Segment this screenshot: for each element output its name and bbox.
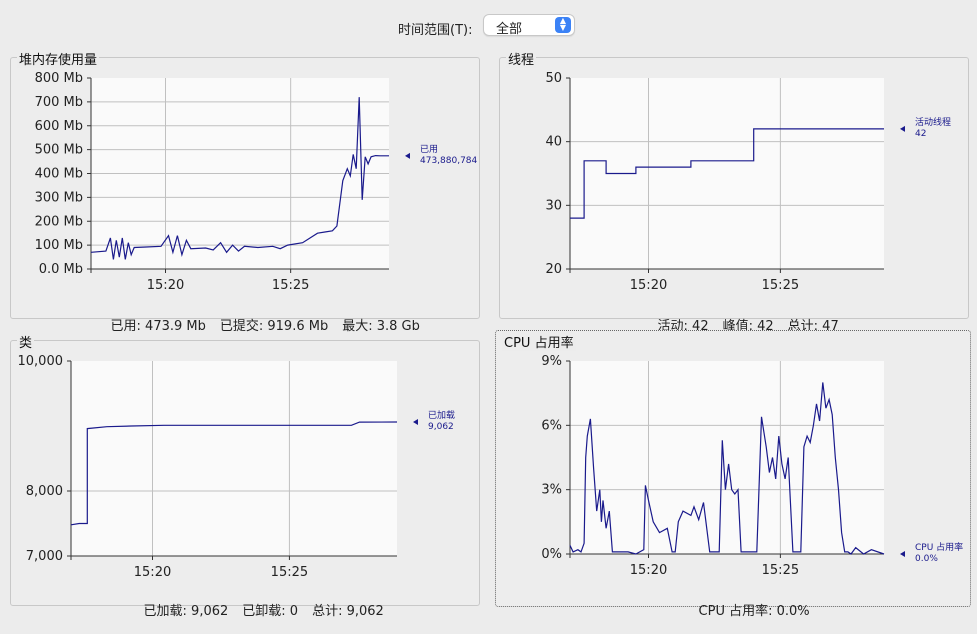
y-tick-label: 6% (541, 418, 562, 433)
x-tick-label: 15:25 (762, 563, 799, 578)
x-tick-label: 15:20 (630, 563, 667, 578)
legend-value: 9,062 (428, 422, 454, 432)
legend-name: 已用 (420, 144, 438, 155)
heap-memory-footer: 已用: 473.9 Mb 已提交: 919.6 Mb 最大: 3.8 Gb (94, 300, 434, 349)
y-tick-label: 8,000 (26, 484, 63, 499)
y-tick-label: 20 (545, 262, 562, 277)
y-tick-label: 600 Mb (35, 119, 83, 134)
time-range-value: 全部 (496, 22, 523, 37)
y-tick-label: 0.0 Mb (39, 262, 83, 277)
classes-loaded-stat: 已加载: 9,062 (143, 604, 229, 619)
y-tick-label: 7,000 (26, 549, 63, 564)
time-range-select[interactable]: 全部 ▲ ▼ (483, 14, 575, 37)
x-tick-label: 15:20 (147, 278, 184, 293)
legend-marker (413, 418, 418, 425)
y-tick-label: 300 Mb (35, 190, 83, 205)
plot-area (570, 361, 884, 554)
y-tick-label: 100 Mb (35, 238, 83, 253)
y-tick-label: 0% (541, 547, 562, 562)
heap-memory-chart: 0.0 Mb 100 Mb 200 Mb 300 Mb 400 Mb 500 Mb 600 … (35, 71, 478, 293)
y-tick-label: 50 (545, 71, 562, 86)
cpu-usage-stat: CPU 占用率: 0.0% (698, 604, 810, 619)
cpu-usage-footer: CPU 占用率: 0.0% (682, 585, 824, 634)
heap-committed-stat: 已提交: 919.6 Mb (219, 319, 329, 334)
y-tick-label: 200 Mb (35, 214, 83, 229)
classes-title: 类 (17, 332, 35, 351)
plot-area (71, 361, 397, 556)
classes-total-stat: 总计: 9,062 (312, 604, 384, 619)
x-tick-label: 15:25 (271, 565, 308, 580)
threads-panel: 线程 20 30 40 50 15:20 15:25 活动线程 42 活动: 42 峰值: 42… (499, 49, 969, 334)
y-tick-label: 3% (541, 483, 562, 498)
series-line (70, 421, 398, 526)
cpu-usage-title: CPU 占用率 (502, 332, 576, 351)
time-range-label: 时间范围(T): (398, 23, 473, 38)
x-tick-label: 15:25 (762, 278, 799, 293)
y-tick-label: 9% (541, 354, 562, 369)
legend-marker (405, 152, 410, 159)
cpu-usage-panel[interactable]: CPU 占用率 0% 3% 6% 9% 15:20 15:25 CPU 占用率 0.0% CP… (495, 330, 971, 619)
time-range-bar: 时间范围(T): 全部 ▲ ▼ (0, 12, 977, 40)
series-line (90, 97, 389, 260)
y-tick-label: 800 Mb (35, 71, 83, 86)
legend-name: 活动线程 (915, 116, 951, 128)
y-tick-label: 10,000 (18, 354, 64, 369)
series-line (570, 128, 884, 219)
y-tick-label: 30 (545, 198, 562, 213)
y-tick-label: 700 Mb (35, 95, 83, 110)
heap-memory-title: 堆内存使用量 (17, 49, 100, 68)
y-tick-label: 400 Mb (35, 167, 83, 182)
threads-title: 线程 (506, 49, 537, 68)
chevron-updown-icon: ▲ ▼ (555, 17, 571, 33)
series-line (569, 382, 885, 555)
heap-memory-panel: 堆内存使用量 0.0 Mb 100 Mb 200 Mb 300 Mb 400 Mb 500… (10, 49, 480, 334)
x-tick-label: 15:20 (134, 565, 171, 580)
legend-value: 473,880,784 (420, 156, 478, 166)
classes-unloaded-stat: 已卸载: 0 (242, 604, 299, 619)
y-tick-label: 40 (545, 135, 562, 150)
legend-marker (900, 125, 905, 132)
legend-value: 0.0% (915, 554, 938, 564)
heap-max-stat: 最大: 3.8 Gb (342, 319, 420, 334)
x-tick-label: 15:20 (630, 278, 667, 293)
legend-name: 已加载 (428, 409, 455, 421)
heap-used-stat: 已用: 473.9 Mb (110, 319, 206, 334)
y-tick-label: 500 Mb (35, 143, 83, 158)
classes-panel: 类 7,000 8,000 10,000 15:20 15:25 已加载 9,062 已加载… (10, 332, 480, 619)
legend-value: 42 (915, 129, 926, 139)
x-tick-label: 15:25 (272, 278, 309, 293)
classes-footer: 已加载: 9,062 已卸载: 0 总计: 9,062 (127, 585, 398, 634)
legend-marker (900, 551, 905, 557)
legend-name: CPU 占用率 (915, 541, 963, 553)
